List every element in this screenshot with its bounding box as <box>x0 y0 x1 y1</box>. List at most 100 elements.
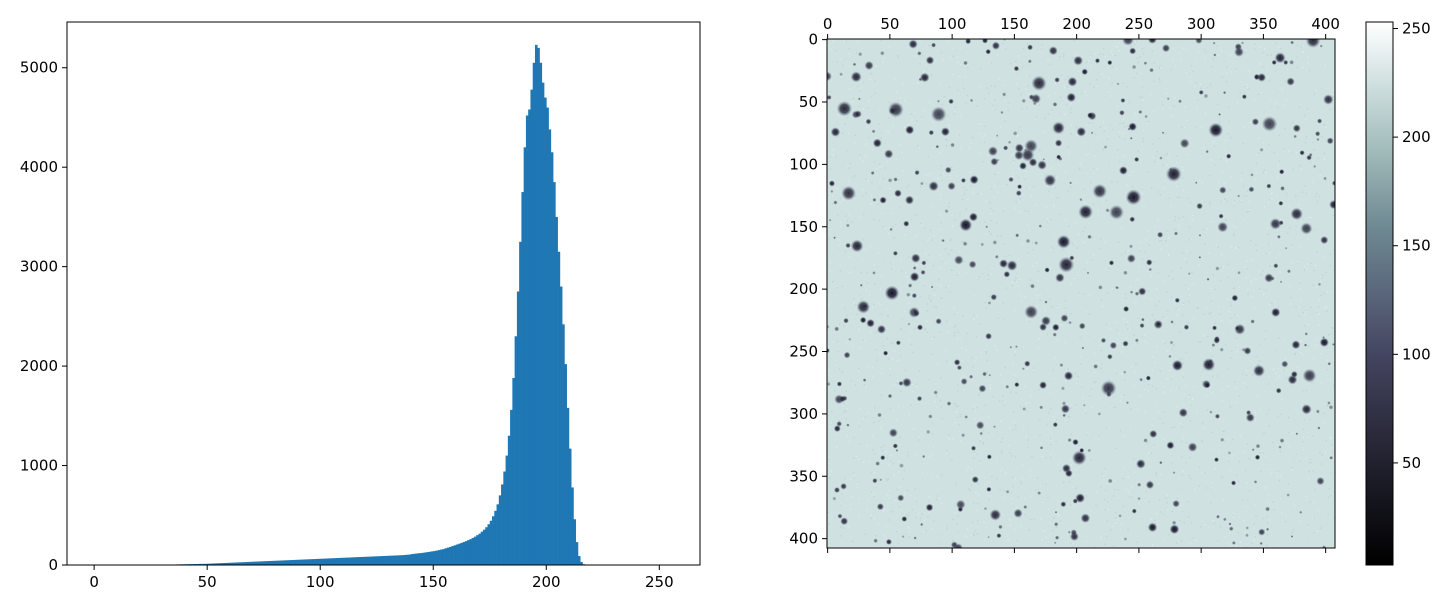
image-noise-pixel <box>973 318 975 320</box>
image-noise-pixel <box>1012 145 1014 148</box>
image-noise-pixel <box>1185 284 1187 286</box>
image-noise-pixel <box>1154 361 1156 364</box>
image-noise-pixel <box>919 40 921 42</box>
image-noise-pixel <box>893 78 896 80</box>
image-noise-pixel <box>882 203 884 205</box>
image-noise-pixel <box>947 40 949 42</box>
image-noise-pixel <box>931 392 933 395</box>
image-noise-pixel <box>1270 473 1273 475</box>
image-noise-pixel <box>934 294 936 296</box>
image-noise-pixel <box>1134 301 1136 304</box>
image-noise-pixel <box>1198 179 1201 182</box>
image-noise-pixel <box>1181 251 1184 254</box>
image-spot <box>993 425 996 429</box>
image-noise-pixel <box>872 449 874 451</box>
image-noise-pixel <box>1223 430 1225 432</box>
image-noise-pixel <box>1005 472 1007 474</box>
image-noise-pixel <box>1203 426 1205 429</box>
image-spot <box>1023 505 1028 509</box>
image-noise-pixel <box>1141 517 1143 519</box>
image-noise-pixel <box>1190 65 1193 67</box>
image-noise-pixel <box>957 390 959 392</box>
image-noise-pixel <box>1194 488 1196 491</box>
image-noise-pixel <box>998 439 1001 441</box>
image-spot <box>1290 207 1304 221</box>
image-noise-pixel <box>1326 368 1328 371</box>
image-noise-pixel <box>862 239 865 241</box>
image-noise-pixel <box>928 495 930 498</box>
image-noise-pixel <box>940 377 942 379</box>
image-noise-pixel <box>1111 66 1114 68</box>
image-noise-pixel <box>1058 461 1060 463</box>
image-noise-pixel <box>1133 43 1136 45</box>
image-noise-pixel <box>1036 262 1038 265</box>
image-noise-pixel <box>1240 199 1242 202</box>
image-spot <box>1332 343 1335 346</box>
histogram-bar <box>259 561 262 565</box>
image-noise-pixel <box>1124 155 1126 158</box>
image-noise-pixel <box>1233 200 1236 202</box>
histogram-bar <box>351 557 355 565</box>
histogram-bar <box>397 555 400 565</box>
image-noise-pixel <box>871 435 874 437</box>
image-noise-pixel <box>828 457 830 459</box>
image-noise-pixel <box>1082 230 1084 232</box>
image-noise-pixel <box>1154 226 1156 228</box>
image-spot <box>985 332 993 340</box>
image-noise-pixel <box>1248 490 1251 492</box>
image-noise-pixel <box>1246 260 1248 262</box>
image-noise-pixel <box>993 196 995 198</box>
image-noise-pixel <box>1238 480 1240 483</box>
image-noise-pixel <box>1320 280 1322 282</box>
image-noise-pixel <box>899 206 901 208</box>
image-noise-pixel <box>893 237 895 239</box>
image-noise-pixel <box>1095 53 1097 55</box>
image-noise-pixel <box>1275 101 1277 104</box>
image-noise-pixel <box>895 530 898 533</box>
image-noise-pixel <box>865 192 867 194</box>
image-noise-pixel <box>930 206 932 209</box>
image-noise-pixel <box>1265 330 1267 332</box>
image-spot <box>1234 47 1244 57</box>
image-noise-pixel <box>1208 201 1211 204</box>
image-noise-pixel <box>1294 352 1296 355</box>
image-noise-pixel <box>950 238 953 240</box>
image-noise-pixel <box>953 171 955 173</box>
image-spot <box>930 285 934 289</box>
image-spot <box>1037 160 1047 170</box>
image-noise-pixel <box>1274 300 1277 303</box>
image-noise-pixel <box>933 235 935 237</box>
image-noise-pixel <box>887 131 889 133</box>
image-noise-pixel <box>990 207 992 210</box>
image-noise-pixel <box>1194 86 1196 88</box>
image-noise-pixel <box>1243 219 1245 222</box>
image-noise-pixel <box>1164 342 1166 344</box>
image-noise-pixel <box>889 368 891 370</box>
image-noise-pixel <box>1029 321 1031 323</box>
image-noise-pixel <box>1265 253 1267 255</box>
image-noise-pixel <box>1243 519 1245 522</box>
image-noise-pixel <box>1011 455 1013 457</box>
image-noise-pixel <box>1042 530 1044 533</box>
image-noise-pixel <box>1245 68 1247 71</box>
histogram-bar <box>505 455 509 565</box>
image-noise-pixel <box>1260 290 1262 293</box>
image-noise-pixel <box>1110 529 1112 531</box>
image-spot <box>1081 68 1089 76</box>
image-noise-pixel <box>1331 93 1333 95</box>
image-noise-pixel <box>1167 494 1169 496</box>
image-noise-pixel <box>899 97 901 99</box>
histogram-bar <box>306 559 310 565</box>
image-noise-pixel <box>987 278 989 281</box>
image-noise-pixel <box>1181 397 1183 399</box>
image-noise-pixel <box>1176 406 1178 408</box>
image-noise-pixel <box>1311 139 1313 142</box>
image-noise-pixel <box>985 351 987 353</box>
image-noise-pixel <box>1244 531 1246 533</box>
image-noise-pixel <box>832 341 834 343</box>
image-noise-pixel <box>1072 486 1075 489</box>
image-noise-pixel <box>970 142 972 145</box>
image-noise-pixel <box>1086 61 1088 64</box>
image-spot <box>905 125 915 135</box>
image-noise-pixel <box>1184 258 1186 260</box>
